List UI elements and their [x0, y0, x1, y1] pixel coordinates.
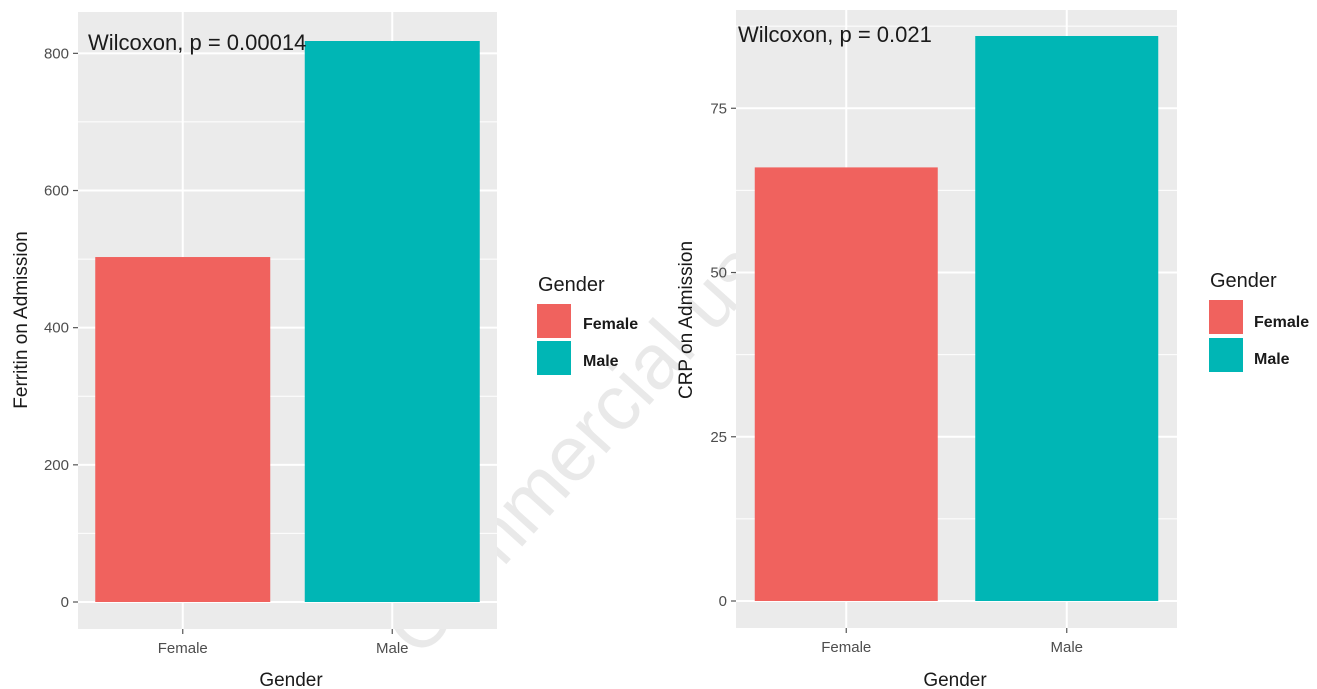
- legend-label-male: Male: [1254, 351, 1290, 368]
- ferritin-chart: 0 200 400 600 800 Female Male Wilcoxon, p = 0…: [11, 12, 638, 689]
- legend-label-male: Male: [583, 353, 619, 370]
- y-tick-label: 800: [44, 45, 69, 62]
- y-tick-label: 0: [61, 594, 69, 611]
- y-tick-label: 400: [44, 320, 69, 337]
- y-axis-title: Ferritin on Admission: [11, 231, 32, 408]
- wilcoxon-annotation: Wilcoxon, p = 0.00014: [88, 30, 306, 55]
- y-ticks: 0 25 50 75: [710, 100, 736, 610]
- x-tick-label: Male: [376, 640, 409, 657]
- x-ticks: Female Male: [158, 629, 409, 657]
- legend-key-female: [537, 304, 571, 338]
- legend-key-male: [1209, 338, 1243, 372]
- bar-female: [754, 167, 938, 601]
- y-tick-label: 75: [710, 100, 727, 117]
- x-axis-title: Gender: [923, 670, 987, 689]
- legend: Gender Female Male: [1209, 270, 1309, 372]
- bars: [95, 41, 480, 602]
- legend-key-male: [537, 341, 571, 375]
- wilcoxon-annotation: Wilcoxon, p = 0.021: [738, 22, 932, 47]
- bars: [754, 36, 1159, 601]
- bar-male: [304, 41, 480, 602]
- bar-male: [975, 36, 1159, 601]
- legend-title: Gender: [538, 274, 605, 296]
- y-tick-label: 200: [44, 457, 69, 474]
- y-tick-label: 50: [710, 265, 727, 282]
- x-axis-title: Gender: [259, 670, 323, 689]
- y-ticks: 0 200 400 600 800: [44, 45, 78, 611]
- x-tick-label: Male: [1050, 639, 1083, 656]
- x-ticks: Female Male: [821, 628, 1083, 656]
- legend-label-female: Female: [583, 316, 638, 333]
- legend-label-female: Female: [1254, 314, 1309, 331]
- crp-chart: 0 25 50 75 Female Male Wilcoxon, p = 0.021 G…: [676, 10, 1309, 689]
- x-tick-label: Female: [158, 640, 208, 657]
- y-tick-label: 600: [44, 183, 69, 200]
- y-tick-label: 25: [710, 429, 727, 446]
- y-tick-label: 0: [719, 593, 727, 610]
- legend-title: Gender: [1210, 270, 1277, 292]
- legend-key-female: [1209, 300, 1243, 334]
- bar-female: [95, 257, 271, 602]
- legend: Gender Female Male: [537, 274, 638, 375]
- x-tick-label: Female: [821, 639, 871, 656]
- y-axis-title: CRP on Admission: [676, 241, 697, 399]
